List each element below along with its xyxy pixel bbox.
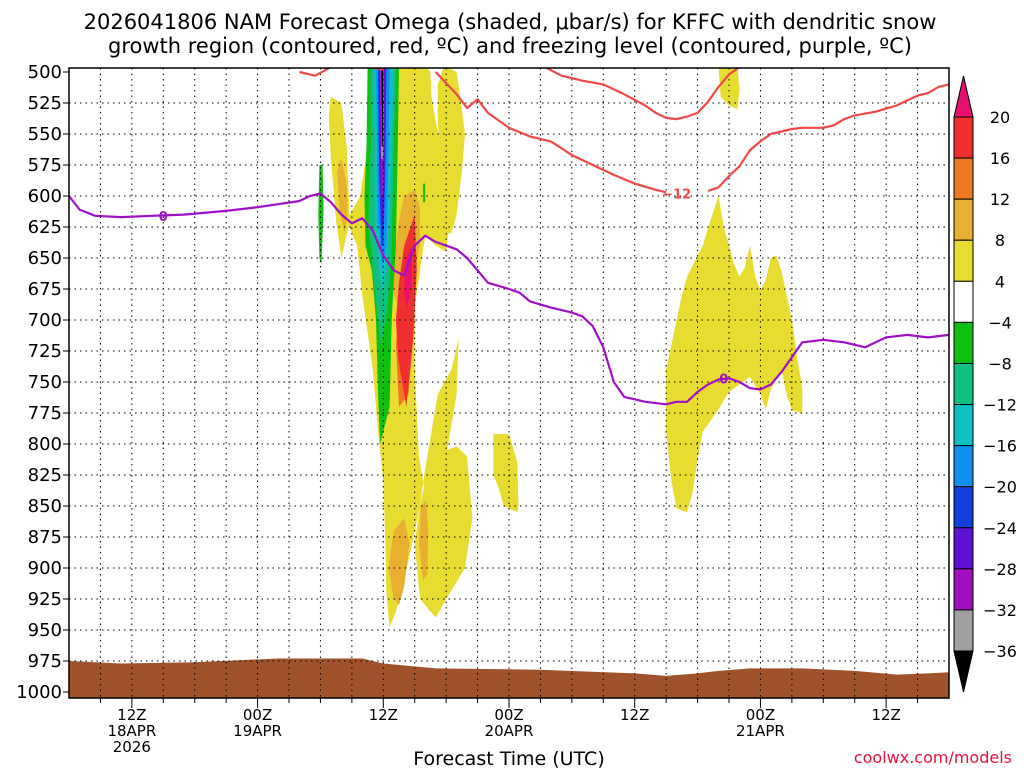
omega-region-3 xyxy=(493,434,519,513)
y-tick-label-525: 525 xyxy=(28,93,62,114)
y-tick-label-750: 750 xyxy=(28,372,62,393)
omega-region-7 xyxy=(388,518,410,606)
contour-label-0-1: 0 xyxy=(719,372,728,387)
y-tick-label-975: 975 xyxy=(28,651,62,672)
colorbar-label-12: −32 xyxy=(983,601,1017,620)
grid-lines xyxy=(69,68,949,698)
colorbar-box-5 xyxy=(953,321,974,364)
x-tick-label-42-1: 20APR xyxy=(485,722,534,740)
omega-region-6 xyxy=(337,158,348,234)
omega-region-9 xyxy=(418,499,429,581)
y-tick-label-550: 550 xyxy=(28,124,62,145)
contour-line-1-3 xyxy=(544,68,740,121)
y-tick-label-725: 725 xyxy=(28,341,62,362)
x-tick-label-78-0: 12Z xyxy=(871,706,900,724)
x-tick-label-42-0: 00Z xyxy=(494,706,523,724)
x-tick-label-54-0: 12Z xyxy=(620,706,649,724)
y-tick-label-675: 675 xyxy=(28,279,62,300)
colorbar-box-7 xyxy=(953,404,974,447)
colorbar-box-1 xyxy=(953,157,974,200)
colorbar-box-10 xyxy=(953,527,974,570)
colorbar-label-13: −36 xyxy=(983,642,1017,661)
colorbar-box-0 xyxy=(953,116,974,159)
colorbar-label-10: −24 xyxy=(983,519,1017,538)
contour-line-1-4 xyxy=(707,83,949,193)
colorbar-label-0: 20 xyxy=(990,108,1010,127)
x-tick-label-18-0: 00Z xyxy=(243,706,272,724)
y-tick-label-575: 575 xyxy=(28,155,62,176)
y-tick-label-800: 800 xyxy=(28,434,62,455)
colorbar-box-9 xyxy=(953,486,974,529)
omega-region-13 xyxy=(318,165,324,265)
y-tick-label-775: 775 xyxy=(28,403,62,424)
omega-colorbar: 20 16 12 8 4 −4 −8 −12 −16 −20 −24 −28 −32 −36 xyxy=(953,75,1017,693)
omega-region-23 xyxy=(381,68,384,147)
colorbar-box-11 xyxy=(953,568,974,611)
colorbar-label-11: −28 xyxy=(983,560,1017,579)
contour-label-0-0: 0 xyxy=(159,210,168,225)
y-tick-label-700: 700 xyxy=(28,310,62,331)
site-credit: coolwx.com/models xyxy=(854,748,1012,767)
x-tick-label-6-2: 2026 xyxy=(113,738,151,756)
colorbar-label-8: −16 xyxy=(983,437,1017,456)
omega-region-14 xyxy=(423,183,426,203)
colorbar-label-2: 12 xyxy=(990,190,1010,209)
contour-label-1-0: −12 xyxy=(662,188,691,203)
x-tick-label-6-1: 18APR xyxy=(107,722,156,740)
colorbar-box-8 xyxy=(953,445,974,488)
y-tick-label-900: 900 xyxy=(28,558,62,579)
x-axis-label: Forecast Time (UTC) xyxy=(413,748,604,768)
y-tick-label-825: 825 xyxy=(28,465,62,486)
contour-labels: 0 0 −12 xyxy=(159,188,729,388)
colorbar-label-5: −4 xyxy=(988,313,1012,332)
x-tick-label-66-0: 00Z xyxy=(746,706,775,724)
x-tick-label-18-1: 19APR xyxy=(233,722,282,740)
x-tick-label-66-1: 21APR xyxy=(736,722,785,740)
omega-region-2 xyxy=(437,68,465,234)
y-axis: 500 525 550 575 600 625 650 675 700 725 750 775 800 8… xyxy=(16,62,69,703)
x-tick-label-30-0: 12Z xyxy=(369,706,398,724)
plot-area xyxy=(69,68,949,698)
contour-line-0-0 xyxy=(69,192,949,406)
colorbar-label-7: −12 xyxy=(983,396,1017,415)
colorbar-bottom-arrow xyxy=(953,650,974,693)
y-tick-label-1000: 1000 xyxy=(16,682,62,703)
y-tick-label-850: 850 xyxy=(28,496,62,517)
contour-line-1-0 xyxy=(299,68,332,77)
contour-line-1-1 xyxy=(368,68,384,71)
colorbar-label-4: 4 xyxy=(995,272,1005,291)
y-tick-label-875: 875 xyxy=(28,527,62,548)
y-tick-label-925: 925 xyxy=(28,589,62,610)
colorbar-box-6 xyxy=(953,362,974,406)
omega-region-4 xyxy=(718,68,740,110)
colorbar-label-1: 16 xyxy=(990,149,1010,168)
colorbar-label-9: −20 xyxy=(983,478,1017,497)
chart-title-line2: growth region (contoured, red, ºC) and f… xyxy=(108,34,912,58)
y-tick-label-650: 650 xyxy=(28,248,62,269)
y-tick-label-625: 625 xyxy=(28,217,62,238)
colorbar-box-3 xyxy=(953,239,974,282)
y-tick-label-500: 500 xyxy=(28,62,62,83)
contour-line-1-2 xyxy=(434,71,667,194)
contours xyxy=(69,68,949,406)
chart-title-line1: 2026041806 NAM Forecast Omega (shaded, μ… xyxy=(84,10,937,34)
y-tick-label-950: 950 xyxy=(28,620,62,641)
omega-region-5 xyxy=(666,196,803,513)
colorbar-box-4 xyxy=(953,280,974,323)
colorbar-label-6: −8 xyxy=(988,354,1012,373)
y-tick-label-600: 600 xyxy=(28,186,62,207)
colorbar-box-2 xyxy=(953,198,974,241)
omega-shading xyxy=(318,68,803,628)
colorbar-label-3: 8 xyxy=(995,231,1005,250)
x-tick-label-6-0: 12Z xyxy=(117,706,146,724)
colorbar-box-12 xyxy=(953,609,974,652)
colorbar-top-arrow xyxy=(953,75,974,118)
